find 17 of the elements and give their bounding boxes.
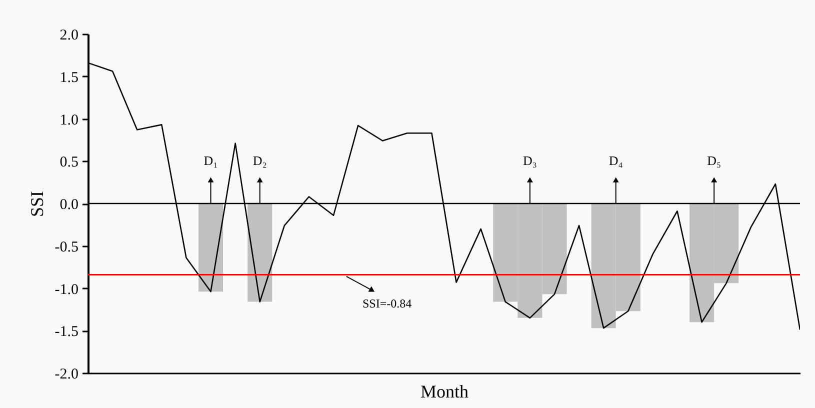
annotation: D₄ bbox=[608, 152, 624, 168]
y-tick-label: 1.5 bbox=[60, 70, 78, 86]
y-tick-label: -2.0 bbox=[54, 366, 78, 382]
y-tick-label: 0.0 bbox=[60, 197, 78, 213]
ref-line-label: SSI=-0.84 bbox=[362, 296, 412, 311]
y-tick-label: 1.0 bbox=[60, 112, 78, 128]
y-tick-label: -1.0 bbox=[54, 282, 78, 298]
annotation: D₅ bbox=[707, 152, 722, 168]
y-tick-label: -1.5 bbox=[54, 324, 78, 340]
x-axis-title: Month bbox=[420, 382, 469, 402]
y-tick-label: 2.0 bbox=[60, 28, 78, 44]
y-axis-title: SSI bbox=[26, 190, 47, 218]
y-tick-label: -0.5 bbox=[54, 239, 78, 256]
annotation: D₁ bbox=[204, 152, 218, 168]
annotation: D₃ bbox=[522, 152, 537, 168]
y-tick-label: 0.5 bbox=[60, 154, 78, 171]
annotation: D₂ bbox=[252, 152, 267, 168]
